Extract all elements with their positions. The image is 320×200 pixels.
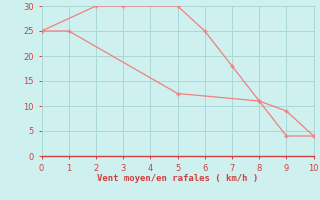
X-axis label: Vent moyen/en rafales ( km/h ): Vent moyen/en rafales ( km/h ) <box>97 174 258 183</box>
